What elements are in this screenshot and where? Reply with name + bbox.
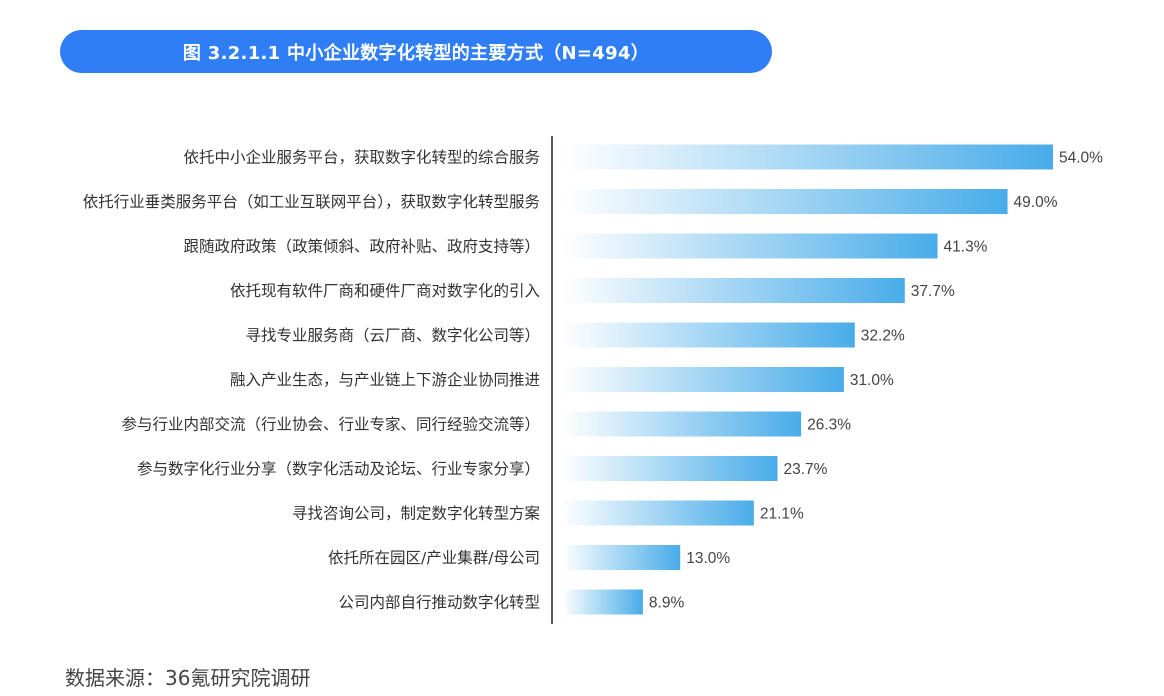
category-label: 参与行业内部交流（行业协会、行业专家、同行经验交流等） (121, 416, 540, 434)
category-label: 依托行业垂类服务平台（如工业互联网平台），获取数字化转型服务 (83, 193, 540, 211)
category-label: 依托现有软件厂商和硬件厂商对数字化的引入 (230, 282, 540, 300)
bar (562, 278, 905, 303)
bar (562, 367, 844, 392)
category-label: 融入产业生态，与产业链上下游企业协同推进 (230, 371, 540, 389)
bar (562, 411, 802, 437)
value-label: 49.0% (1014, 194, 1058, 211)
category-label: 依托中小企业服务平台，获取数字化转型的综合服务 (183, 149, 540, 167)
value-label: 21.1% (760, 506, 804, 523)
chart-title: 图 3.2.1.1 中小企业数字化转型的主要方式（N=494） (182, 42, 650, 64)
category-label: 公司内部自行推动数字化转型 (338, 594, 540, 612)
bar (562, 144, 1053, 170)
value-label: 32.2% (861, 328, 905, 345)
bar (562, 589, 643, 615)
value-label: 26.3% (807, 417, 851, 434)
category-label: 参与数字化行业分享（数字化活动及论坛、行业专家分享） (137, 460, 540, 478)
bar (562, 500, 754, 526)
value-label: 8.9% (649, 595, 685, 612)
value-label: 41.3% (944, 239, 988, 256)
category-label: 寻找咨询公司，制定数字化转型方案 (292, 505, 541, 523)
value-label: 23.7% (783, 461, 827, 478)
bar (562, 233, 938, 259)
bar (562, 189, 1008, 214)
category-label: 依托所在园区/产业集群/母公司 (328, 549, 540, 567)
value-label: 13.0% (686, 550, 730, 567)
value-label: 54.0% (1059, 150, 1103, 167)
data-source-note: 数据来源：36氪研究院调研 (65, 666, 311, 690)
bar (562, 456, 778, 481)
chart-title-banner: 图 3.2.1.1 中小企业数字化转型的主要方式（N=494） (60, 30, 772, 73)
bar (562, 545, 681, 570)
bar (562, 322, 855, 348)
category-label: 跟随政府政策（政策倾斜、政府补贴、政府支持等） (183, 238, 540, 256)
value-label: 31.0% (850, 372, 894, 389)
category-label: 寻找专业服务商（云厂商、数字化公司等） (245, 327, 540, 345)
value-label: 37.7% (911, 283, 955, 300)
